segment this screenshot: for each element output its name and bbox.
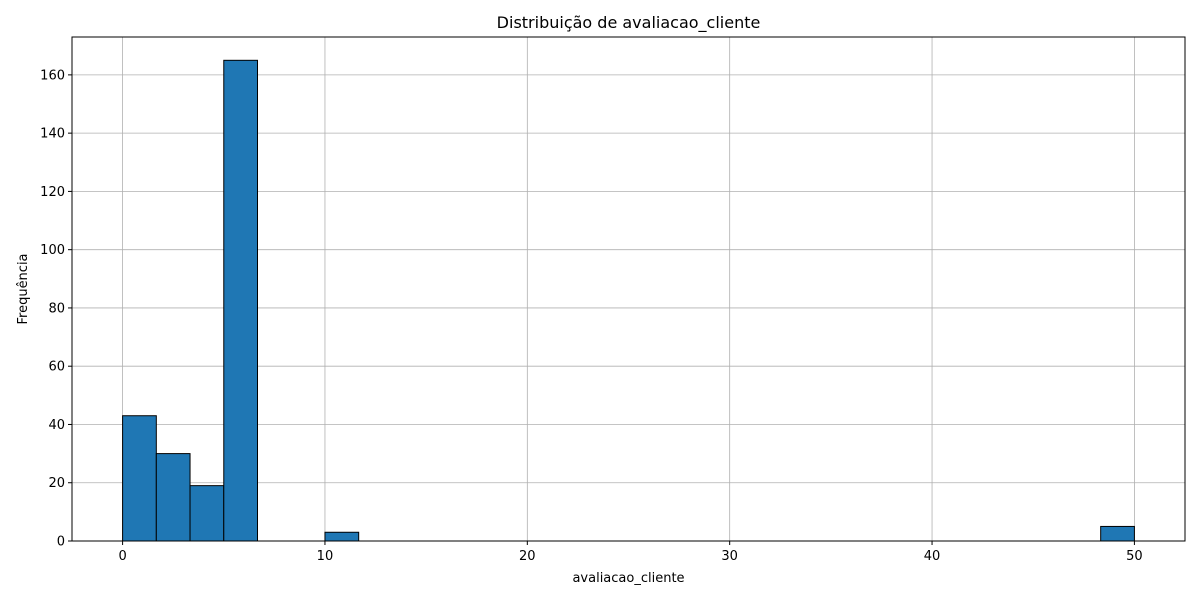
y-tick-label: 160 (40, 68, 65, 83)
y-axis-title: Frequência (16, 253, 31, 324)
bars-layer (122, 59, 1135, 542)
histogram-bar (324, 531, 360, 542)
y-tick-label: 100 (40, 243, 65, 258)
x-tick-label: 30 (721, 549, 738, 564)
x-tick-label: 50 (1126, 549, 1143, 564)
histogram-bar (122, 415, 157, 542)
y-tick-label: 40 (48, 418, 65, 433)
x-tick-label: 20 (519, 549, 536, 564)
x-tick-label: 40 (924, 549, 941, 564)
x-tick-label: 0 (118, 549, 126, 564)
y-tick-label: 120 (40, 185, 65, 200)
y-tick-label: 20 (48, 476, 65, 491)
histogram-bar (189, 485, 225, 542)
x-axis-title: avaliacao_cliente (572, 571, 684, 586)
y-tick-label: 80 (48, 301, 65, 316)
ticks-layer: 0 10 20 30 40 50 0 20 40 60 80 100 120 140 160 (40, 68, 1143, 564)
histogram-bar (1100, 525, 1135, 542)
chart-title: Distribuição de avaliacao_cliente (497, 13, 761, 33)
histogram-bar (155, 453, 191, 542)
plot-frame (71, 36, 1186, 542)
y-tick-label: 0 (57, 535, 65, 550)
x-tick-label: 10 (317, 549, 334, 564)
y-tick-label: 60 (48, 360, 65, 375)
y-tick-label: 140 (40, 127, 65, 142)
histogram-bar (223, 59, 259, 542)
